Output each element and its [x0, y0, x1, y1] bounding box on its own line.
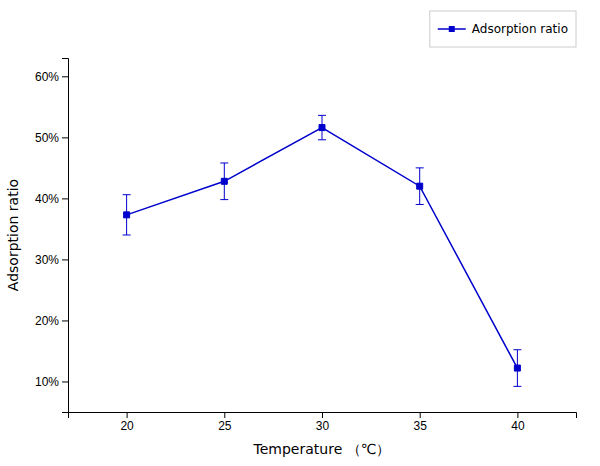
- x-tick-mark: [420, 412, 421, 418]
- x-tick: 20: [120, 412, 134, 433]
- y-tick-label: 40%: [35, 192, 59, 206]
- legend-box: [430, 11, 576, 47]
- x-axis: 20 25 30 35 40: [69, 412, 577, 433]
- y-tick-label: 60%: [35, 70, 59, 84]
- x-tick-mark: [517, 412, 518, 418]
- x-axis-line: [69, 413, 577, 419]
- y-tick: 60%: [35, 70, 68, 84]
- y-tick-mark: [62, 198, 68, 199]
- y-tick: 10%: [35, 375, 68, 389]
- marker: [514, 365, 520, 371]
- legend-label: Adsorption ratio: [472, 22, 568, 36]
- x-tick-label: 25: [218, 419, 232, 433]
- x-tick-mark: [322, 412, 323, 418]
- x-tick: 40: [511, 412, 525, 433]
- x-tick: 30: [316, 412, 330, 433]
- y-tick-label: 10%: [35, 375, 59, 389]
- marker: [221, 178, 227, 184]
- error-bar: [416, 168, 424, 205]
- error-bar: [513, 350, 521, 387]
- error-bar: [220, 163, 228, 200]
- y-tick-mark: [62, 137, 68, 138]
- x-tick: 35: [414, 412, 428, 433]
- y-tick: 50%: [35, 131, 68, 145]
- marks: [123, 115, 522, 386]
- y-tick: 40%: [35, 192, 68, 206]
- legend-symbol: [449, 26, 455, 32]
- x-tick-label: 30: [316, 419, 330, 433]
- y-tick: 30%: [35, 253, 68, 267]
- error-bar: [318, 115, 326, 139]
- x-axis-title: Temperature （℃）: [253, 441, 391, 457]
- y-axis-title: Adsorption ratio: [5, 179, 21, 291]
- line: [127, 128, 518, 368]
- y-tick-mark: [62, 76, 68, 77]
- x-tick-mark: [224, 412, 225, 418]
- y-tick-mark: [62, 381, 68, 382]
- legend: Adsorption ratio: [430, 11, 576, 47]
- x-tick-label: 35: [414, 419, 428, 433]
- marker: [319, 125, 325, 131]
- y-tick-label: 30%: [35, 253, 59, 267]
- x-tick: 25: [218, 412, 232, 433]
- x-tick-label: 40: [511, 419, 525, 433]
- y-tick-label: 20%: [35, 314, 59, 328]
- marker: [124, 212, 130, 218]
- marker: [417, 183, 423, 189]
- y-axis: 10% 20% 30% 40% 50% 60%: [35, 59, 69, 413]
- y-tick-mark: [62, 320, 68, 321]
- plot-area: 20 25 30 35 40 10% 20% 30% 40% 50% 60%: [35, 59, 577, 433]
- x-tick-label: 20: [120, 419, 134, 433]
- y-tick: 20%: [35, 314, 68, 328]
- y-tick-label: 50%: [35, 131, 59, 145]
- chart: 20 25 30 35 40 10% 20% 30% 40% 50% 60% Temperature …: [0, 0, 600, 466]
- y-tick-mark: [62, 259, 68, 260]
- x-tick-mark: [127, 412, 128, 418]
- y-axis-line: [62, 59, 69, 413]
- legend-item: Adsorption ratio: [438, 22, 568, 36]
- series: [123, 115, 522, 386]
- error-bar: [123, 195, 131, 235]
